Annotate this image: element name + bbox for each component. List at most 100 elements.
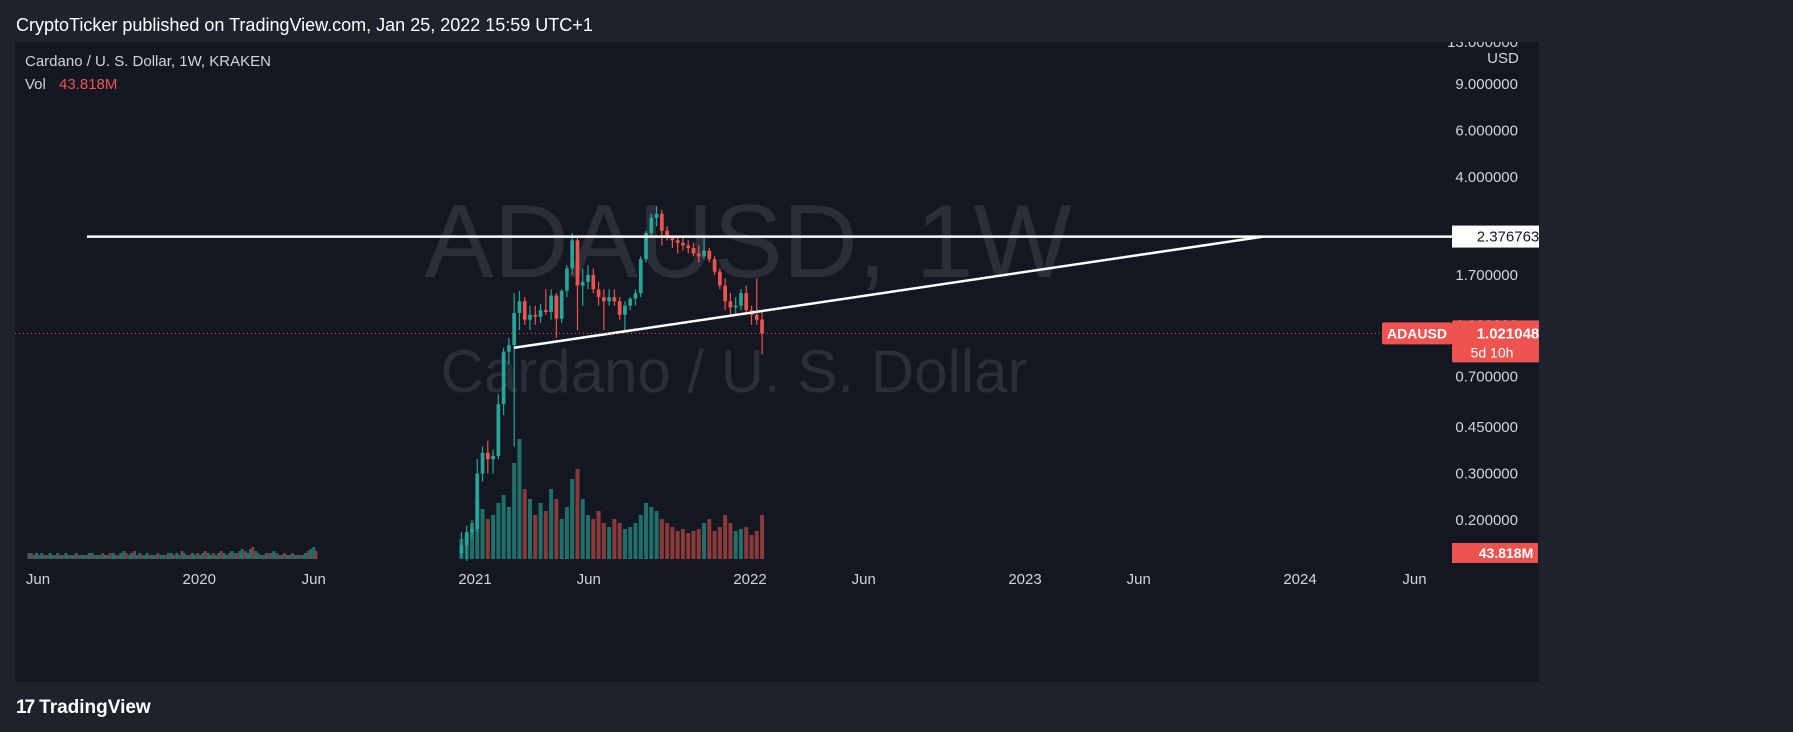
volume-bar — [222, 553, 226, 559]
candles — [459, 206, 764, 561]
ascending-trend-line[interactable] — [513, 235, 1264, 350]
candle — [533, 305, 538, 325]
volume-bar — [654, 511, 659, 559]
volume-bar — [469, 523, 474, 559]
candle-body — [702, 250, 706, 257]
candle-body — [533, 314, 538, 317]
volume-bar — [675, 531, 680, 559]
candle — [485, 440, 490, 474]
volume-bar — [591, 519, 596, 559]
volume-bar — [717, 527, 722, 559]
volume-bar — [156, 553, 160, 559]
candle — [565, 265, 569, 298]
horizontal-line-label-bg — [1452, 225, 1539, 248]
watermark-name: Cardano / U. S. Dollar — [441, 338, 1028, 405]
candle-body — [475, 473, 480, 529]
candle-body — [522, 301, 527, 320]
volume-bar — [119, 553, 123, 559]
volume-bar — [501, 495, 506, 559]
volume-bar — [196, 553, 200, 559]
candle-body — [464, 532, 469, 546]
volume-bar — [570, 479, 575, 559]
volume-bar — [159, 555, 163, 559]
volume-bar — [182, 553, 186, 559]
candle — [480, 446, 485, 482]
volume-bar — [738, 529, 743, 559]
volume-bar — [108, 553, 112, 559]
price-tick-label: 0.700000 — [1455, 369, 1518, 386]
candle-body — [480, 452, 485, 474]
time-tick-label: Jun — [26, 571, 50, 588]
candle — [491, 449, 495, 474]
volume-bar — [193, 555, 197, 559]
volume-bar — [230, 551, 234, 559]
candle-body — [517, 301, 522, 313]
candle — [718, 268, 722, 290]
volume-bar — [64, 553, 68, 559]
volume-bar — [293, 555, 297, 559]
candle-body — [744, 293, 749, 311]
price-tick-label: 6.000000 — [1455, 123, 1518, 140]
volume-bar — [187, 555, 191, 559]
candle — [686, 240, 691, 254]
candle-body — [754, 314, 759, 320]
volume-bar — [177, 555, 181, 559]
volume-bar — [80, 555, 84, 559]
volume-bar — [480, 509, 485, 559]
candle — [528, 305, 532, 331]
volume-bar — [132, 551, 136, 559]
horizontal-line-price-label: 2.376763 — [1452, 225, 1539, 248]
volume-bar — [580, 499, 585, 559]
volume-bar — [59, 555, 63, 559]
candle-body — [591, 274, 596, 290]
chart-canvas[interactable]: ADAUSD, 1W Cardano / U. S. Dollar 13.000… — [15, 42, 1539, 682]
candle-body — [570, 240, 575, 269]
candle-body — [528, 314, 532, 320]
candle — [464, 525, 469, 561]
candle — [754, 278, 759, 325]
symbol-label-text: ADAUSD — [1387, 325, 1447, 341]
volume-bar — [601, 523, 606, 559]
candle — [559, 289, 564, 323]
candle — [507, 338, 511, 365]
time-tick-label: 2022 — [733, 571, 766, 588]
candle-body — [649, 217, 654, 234]
candle — [723, 278, 727, 311]
tradingview-logo[interactable]: 17 TradingView — [16, 697, 151, 719]
candle — [617, 297, 622, 320]
volume-bar — [280, 555, 284, 559]
volume-bar — [35, 553, 39, 559]
publisher-header: CryptoTicker published on TradingView.co… — [0, 0, 1793, 48]
time-axis[interactable]: Jun 2020 Jun 2021 Jun 2022 Jun 2023 Jun 2024 Jun — [15, 564, 1539, 594]
volume-bar — [491, 515, 496, 559]
volume-bar — [306, 551, 310, 559]
volume-bar — [161, 555, 165, 559]
candle-body — [607, 297, 611, 302]
candle-body — [496, 404, 501, 456]
volume-bar — [506, 507, 511, 559]
volume-bar — [644, 503, 649, 559]
candle — [496, 394, 501, 460]
price-tick-label: 0.450000 — [1455, 419, 1518, 436]
legend-vol-label: Vol — [25, 76, 46, 93]
volume-bar — [607, 527, 612, 559]
watermark: ADAUSD, 1W Cardano / U. S. Dollar — [424, 184, 1071, 405]
candle-body — [470, 528, 474, 533]
price-tick-label: 1.700000 — [1455, 267, 1518, 284]
volume-bar — [528, 499, 532, 559]
candle — [628, 297, 633, 311]
candle-body — [543, 310, 548, 313]
volume-bar — [312, 547, 316, 559]
candle-body — [549, 295, 553, 313]
volume-bar — [261, 555, 265, 559]
candle — [570, 233, 575, 275]
candle — [501, 347, 506, 416]
volume-bar — [71, 555, 75, 559]
last-price-label-bg — [1452, 320, 1539, 363]
candle-body — [675, 240, 680, 243]
candle — [733, 297, 738, 315]
volume-bar — [111, 553, 115, 559]
candle-body — [617, 301, 622, 315]
volume-bar — [543, 511, 548, 559]
candle-body — [580, 281, 585, 286]
